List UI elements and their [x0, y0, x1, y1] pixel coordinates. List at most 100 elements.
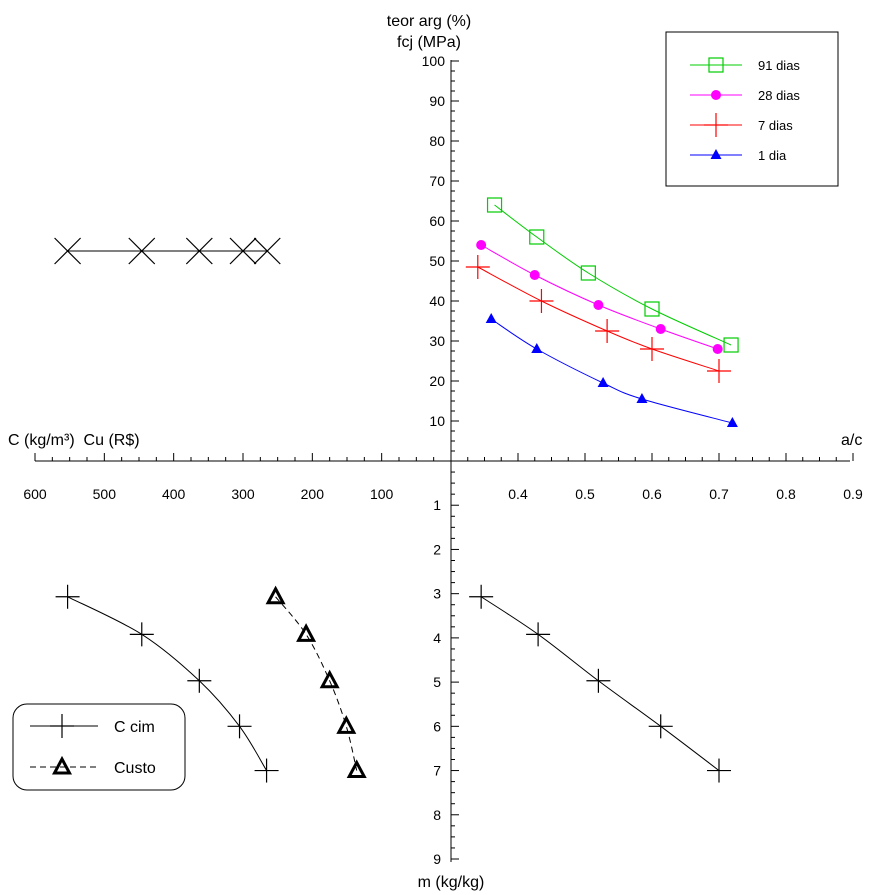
triangle-marker [485, 313, 497, 323]
series-91-dias [486, 197, 739, 353]
y-bottom-tick-label: 3 [433, 586, 441, 602]
plot-area [54, 197, 739, 783]
series-m-ac [469, 584, 731, 783]
series-Custo-point [265, 585, 286, 605]
legend-label: 91 dias [758, 58, 800, 73]
series-C-cim-point [227, 714, 252, 739]
triangle-open-marker [346, 759, 367, 779]
triangle-marker [726, 417, 738, 427]
x-right-title: a/c [841, 432, 862, 449]
triangle-open-marker [51, 755, 73, 775]
x-left-tick-label: 100 [370, 486, 394, 502]
y-bottom-tick-label: 6 [433, 718, 441, 734]
y-top-tick-label: 40 [429, 293, 445, 309]
square-marker [486, 197, 503, 213]
triangle-marker [636, 393, 648, 403]
legend2-marker [50, 714, 74, 738]
y-bottom-tick-label: 7 [433, 763, 441, 779]
legend-label: 28 dias [758, 88, 800, 103]
x-left-tick-label: 200 [301, 486, 325, 502]
circle-marker [655, 324, 666, 334]
legend2-label: Custo [114, 760, 156, 777]
series-1-dia-point [726, 417, 738, 427]
series-7-dias-line [477, 266, 720, 372]
x-right-tick-label: 0.5 [575, 486, 595, 502]
series-1-dia-point [485, 313, 497, 323]
x-d2 [128, 237, 156, 265]
circle-marker [476, 240, 487, 250]
series-28-dias-line [480, 244, 718, 350]
series-28-dias-point [655, 324, 666, 334]
series-7-dias-point [465, 255, 490, 279]
y-top-title-1: teor arg (%) [387, 13, 471, 30]
x-left-title: C (kg/m³) Cu (R$) [8, 432, 140, 449]
series-teor [54, 237, 281, 265]
legend-label: 7 dias [758, 118, 793, 133]
y-bottom-tick-label: 2 [433, 541, 441, 557]
series-91-dias-point [644, 301, 660, 317]
square-marker [644, 301, 660, 317]
series-Custo-point [296, 623, 317, 642]
legend-strength-box [665, 31, 839, 187]
y-bottom-tick-label: 8 [433, 807, 441, 823]
series-m-ac-line [480, 596, 720, 771]
x-left-tick-label: 500 [93, 486, 117, 502]
x-d2 [229, 237, 257, 265]
y-top-tick-label: 30 [429, 333, 445, 349]
series-Custo-point [319, 669, 340, 689]
series-Custo-point [336, 715, 357, 734]
triangle-open-marker [296, 623, 317, 642]
circle-marker [711, 90, 721, 100]
y-bottom-tick-label: 9 [433, 851, 441, 867]
series-1-dia-point [597, 377, 609, 387]
series-1-dia [485, 313, 738, 427]
triangle-marker [597, 377, 609, 387]
series-C-cim-point [129, 622, 154, 647]
y-top-tick-label: 70 [429, 173, 445, 189]
triangle-marker [531, 343, 543, 353]
y-top-tick-label: 20 [429, 373, 445, 389]
series-1-dia-line [490, 318, 733, 424]
x-right-tick-label: 0.4 [508, 486, 528, 502]
series-C-cim-point [187, 668, 212, 693]
series-28-dias-point [593, 300, 604, 310]
legend-cost: C cim Custo [12, 703, 186, 791]
x-left-tick-label: 600 [23, 486, 47, 502]
series-7-dias-point [529, 289, 554, 313]
legend-strength: 91 dias 28 dias 7 dias 1 dia [665, 31, 839, 187]
series-28-dias [476, 240, 723, 354]
y-top-tick-label: 80 [429, 133, 445, 149]
series-1-dia-point [636, 393, 648, 403]
series-m-ac-point [526, 622, 551, 647]
series-7-dias-point [640, 337, 664, 361]
series-C-cim-point [55, 584, 80, 609]
series-Custo [265, 585, 367, 779]
axes: teor arg (%) fcj (MPa) a/c C (kg/m³) Cu … [8, 13, 862, 891]
circle-marker [529, 270, 540, 280]
series-Custo-line [275, 596, 358, 771]
series-C-cim [55, 584, 279, 783]
triangle-open-marker [336, 715, 357, 734]
circle-marker [712, 344, 723, 354]
series-teor-point [128, 237, 156, 265]
series-91-dias-point [486, 197, 503, 213]
series-m-ac-point [586, 668, 611, 693]
series-7-dias [465, 255, 731, 383]
y-bottom-tick-label: 1 [433, 497, 441, 513]
series-91-dias-point [529, 229, 545, 245]
series-7-dias-point [595, 319, 620, 343]
series-C-cim-line [67, 596, 267, 771]
series-m-ac-point [707, 758, 731, 783]
series-28-dias-point [529, 270, 540, 280]
legend2-label: C cim [114, 719, 155, 736]
series-m-ac-point [648, 714, 673, 739]
legend-marker [704, 113, 728, 137]
series-1-dia-point [531, 343, 543, 353]
legend-label: 1 dia [758, 148, 787, 163]
legend-marker [708, 57, 724, 73]
x-left-tick-label: 300 [231, 486, 255, 502]
square-marker [723, 337, 739, 353]
legend-cost-box [12, 703, 186, 791]
series-7-dias-point [707, 359, 731, 383]
